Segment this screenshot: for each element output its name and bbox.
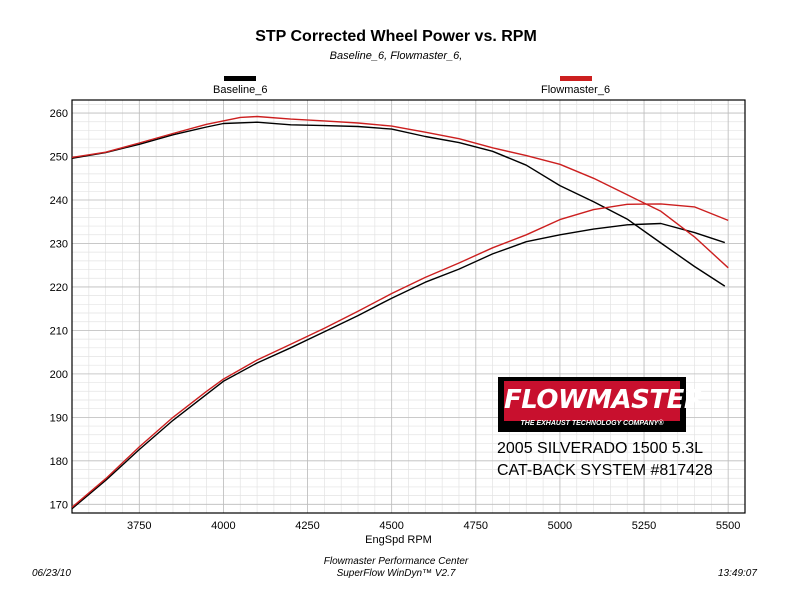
y-tick-label: 180 (50, 456, 68, 468)
series-line-baseline-6-horsepower (71, 222, 726, 510)
logo-red-panel: FLOWMASTER (504, 381, 704, 421)
caption-vehicle: 2005 SILVERADO 1500 5.3L (497, 440, 704, 457)
logo-wordmark: FLOWMASTER (504, 385, 704, 415)
caption-system: CAT-BACK SYSTEM #817428 (497, 462, 713, 479)
series-line-flowmaster-6-torque (71, 115, 729, 269)
footer-center-line2: SuperFlow WinDyn™ V2.7 (336, 568, 456, 579)
legend-label-baseline: Baseline_6 (213, 84, 268, 96)
y-tick-label: 220 (50, 282, 68, 294)
y-tick-label: 250 (50, 152, 68, 164)
x-tick-label: 5250 (632, 520, 656, 532)
x-tick-label: 4500 (379, 520, 403, 532)
footer-center-line1: Flowmaster Performance Center (323, 556, 469, 567)
y-tick-label: 200 (50, 369, 68, 381)
legend-swatch-baseline (224, 76, 256, 81)
legend-swatch-flowmaster (560, 76, 592, 81)
x-tick-label: 5500 (716, 520, 740, 532)
footer-date: 06/23/10 (32, 568, 71, 579)
chart-title: STP Corrected Wheel Power vs. RPM (255, 28, 537, 45)
y-tick-label: 170 (50, 499, 68, 511)
x-tick-label: 4750 (464, 520, 488, 532)
footer-time: 13:49:07 (718, 568, 757, 579)
y-tick-label: 260 (50, 108, 68, 120)
y-tick-label: 240 (50, 195, 68, 207)
y-tick-label: 190 (50, 412, 68, 424)
y-tick-label: 210 (50, 325, 68, 337)
plot-frame (71, 99, 746, 514)
x-tick-label: 4250 (295, 520, 319, 532)
y-tick-label: 230 (50, 238, 68, 250)
logo-tagline: THE EXHAUST TECHNOLOGY COMPANY® (520, 420, 664, 427)
x-tick-label: 5000 (548, 520, 572, 532)
x-tick-label: 3750 (127, 520, 151, 532)
legend-label-flowmaster: Flowmaster_6 (541, 84, 611, 96)
series-line-flowmaster-6-horsepower (71, 203, 729, 508)
x-axis-label: EngSpd RPM (365, 534, 432, 546)
chart-subtitle: Baseline_6, Flowmaster_6, (329, 50, 463, 62)
series-line-baseline-6-torque (71, 121, 726, 287)
x-tick-label: 4000 (211, 520, 235, 532)
flowmaster-logo: FLOWMASTER THE EXHAUST TECHNOLOGY COMPAN… (498, 377, 704, 432)
